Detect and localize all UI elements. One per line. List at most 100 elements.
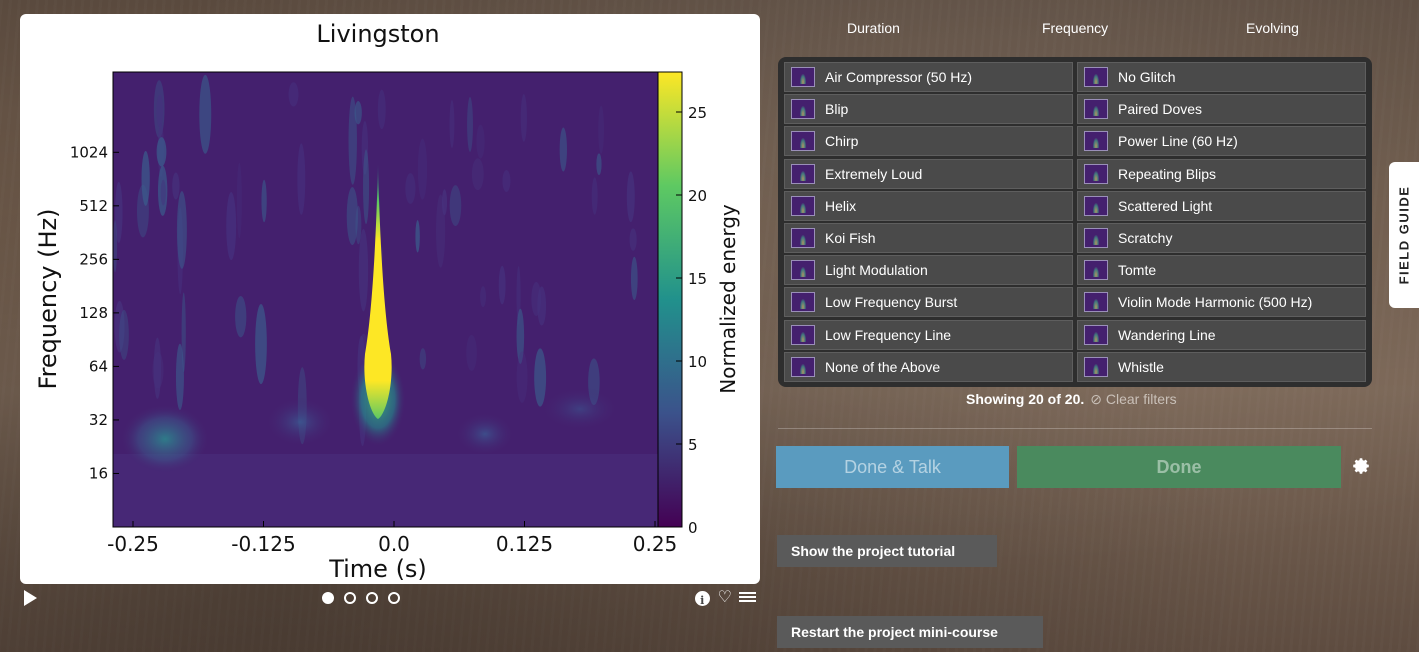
y-tick-label: 128 bbox=[79, 304, 108, 322]
clear-filters-link[interactable]: ⊘ Clear filters bbox=[1090, 391, 1177, 407]
x-tick-label: 0.0 bbox=[378, 532, 410, 556]
filter-duration[interactable]: Duration bbox=[847, 20, 900, 36]
x-tick-label: 0.125 bbox=[496, 532, 553, 556]
filter-evolving[interactable]: Evolving bbox=[1246, 20, 1299, 36]
choice-thumbnail-icon bbox=[791, 292, 815, 313]
choice-scratchy[interactable]: Scratchy bbox=[1077, 222, 1366, 253]
choice-extremely-loud[interactable]: Extremely Loud bbox=[784, 158, 1073, 189]
frame-dot-1[interactable] bbox=[322, 592, 334, 604]
noise-streak bbox=[358, 228, 369, 312]
noise-streak bbox=[226, 192, 237, 261]
choice-thumbnail-icon bbox=[1084, 163, 1108, 184]
show-tutorial-button[interactable]: Show the project tutorial bbox=[777, 535, 997, 567]
noise-streak bbox=[181, 292, 186, 373]
noise-streak bbox=[236, 162, 242, 239]
filter-frequency[interactable]: Frequency bbox=[1042, 20, 1109, 36]
gear-icon[interactable] bbox=[1352, 457, 1370, 475]
noise-streak bbox=[498, 265, 506, 305]
done-and-talk-button[interactable]: Done & Talk bbox=[776, 446, 1009, 488]
noise-streak bbox=[176, 191, 187, 269]
choice-label: Low Frequency Line bbox=[825, 326, 952, 343]
y-tick-label: 512 bbox=[79, 197, 108, 215]
choice-label: No Glitch bbox=[1118, 69, 1176, 85]
frame-dot-3[interactable] bbox=[366, 592, 378, 604]
choice-blip[interactable]: Blip bbox=[784, 94, 1073, 125]
noise-streak bbox=[141, 151, 150, 206]
noise-streak bbox=[531, 281, 542, 317]
choice-label: Helix bbox=[825, 197, 857, 214]
list-icon[interactable] bbox=[739, 592, 756, 608]
choice-thumbnail-icon bbox=[1084, 195, 1108, 216]
choice-air-compressor-50-hz[interactable]: Air Compressor (50 Hz) bbox=[784, 62, 1073, 92]
choice-label: Blip bbox=[825, 101, 849, 118]
colorbar-tick-label: 20 bbox=[688, 187, 707, 205]
restart-minicourse-button[interactable]: Restart the project mini-course bbox=[777, 616, 1043, 648]
y-tick-label: 64 bbox=[89, 357, 108, 375]
subject-controls: i ♡ bbox=[20, 586, 760, 612]
noise-streak bbox=[596, 153, 602, 176]
noise-streak bbox=[467, 96, 473, 152]
spectrogram-chart: Livingston -0.25 -0.125 0.0 0.125 0.25 16 32 6… bbox=[34, 20, 740, 583]
noise-streak bbox=[255, 303, 267, 385]
choice-scattered-light[interactable]: Scattered Light bbox=[1077, 190, 1366, 221]
showing-count: Showing 20 of 20. bbox=[966, 391, 1085, 407]
colorbar-label: Normalized energy bbox=[716, 204, 740, 394]
choice-label: Chirp bbox=[825, 133, 859, 150]
noise-streak bbox=[419, 348, 427, 370]
choice-power-line-60-hz[interactable]: Power Line (60 Hz) bbox=[1077, 126, 1366, 157]
choice-label: Light Modulation bbox=[825, 262, 928, 279]
done-button[interactable]: Done bbox=[1017, 446, 1341, 488]
heart-icon[interactable]: ♡ bbox=[717, 589, 732, 606]
choice-low-frequency-burst[interactable]: Low Frequency Burst bbox=[784, 287, 1073, 318]
noise-streak bbox=[235, 295, 247, 338]
colorbar-tick-label: 5 bbox=[688, 436, 698, 454]
noise-streak bbox=[172, 172, 180, 200]
filter-bar: Duration Frequency Evolving bbox=[780, 20, 1370, 44]
choice-thumbnail-icon bbox=[791, 356, 815, 377]
noise-streak bbox=[480, 286, 487, 308]
field-guide-tab[interactable]: FIELD GUIDE bbox=[1389, 162, 1419, 308]
noise-streak bbox=[297, 143, 306, 215]
choice-label: Scratchy bbox=[1118, 229, 1173, 246]
noise-streak bbox=[466, 334, 477, 371]
noise-streak bbox=[363, 149, 370, 225]
choice-none-of-the-above[interactable]: None of the Above bbox=[784, 351, 1073, 382]
chart-title: Livingston bbox=[316, 20, 439, 48]
choice-low-frequency-line[interactable]: Low Frequency Line bbox=[784, 319, 1073, 350]
noise-streak bbox=[598, 105, 605, 154]
choice-paired-doves[interactable]: Paired Doves bbox=[1077, 94, 1366, 125]
frame-dot-2[interactable] bbox=[344, 592, 356, 604]
noise-streak bbox=[471, 158, 484, 191]
noise-streak bbox=[559, 127, 567, 172]
choice-chirp[interactable]: Chirp bbox=[784, 126, 1073, 157]
choice-whistle[interactable]: Whistle bbox=[1077, 351, 1366, 382]
choice-helix[interactable]: Helix bbox=[784, 190, 1073, 221]
choice-light-modulation[interactable]: Light Modulation bbox=[784, 255, 1073, 286]
choice-no-glitch[interactable]: No Glitch bbox=[1077, 62, 1366, 92]
noise-streak bbox=[377, 89, 386, 130]
colorbar-tick-label: 15 bbox=[688, 270, 707, 288]
x-tick-label: -0.125 bbox=[231, 532, 295, 556]
noise-streak bbox=[626, 171, 635, 223]
choice-label: Repeating Blips bbox=[1118, 165, 1217, 182]
choice-label: Paired Doves bbox=[1118, 101, 1203, 118]
choice-thumbnail-icon bbox=[791, 195, 815, 216]
choice-label: Power Line (60 Hz) bbox=[1118, 133, 1238, 150]
colorbar-tick-label: 10 bbox=[688, 353, 707, 371]
frame-dot-4[interactable] bbox=[388, 592, 400, 604]
choice-label: Extremely Loud bbox=[825, 165, 923, 182]
y-tick-label: 16 bbox=[89, 464, 108, 482]
y-tick-label: 32 bbox=[89, 411, 108, 429]
choice-label: Wandering Line bbox=[1118, 326, 1216, 343]
choice-wandering-line[interactable]: Wandering Line bbox=[1077, 319, 1366, 350]
subject-image: Livingston -0.25 -0.125 0.0 0.125 0.25 16 32 6… bbox=[20, 14, 760, 584]
choice-violin-mode-harmonic-500-hz[interactable]: Violin Mode Harmonic (500 Hz) bbox=[1077, 287, 1366, 318]
choice-tomte[interactable]: Tomte bbox=[1077, 255, 1366, 286]
choice-thumbnail-icon bbox=[1084, 356, 1108, 377]
choice-koi-fish[interactable]: Koi Fish bbox=[784, 222, 1073, 253]
play-icon[interactable] bbox=[24, 590, 37, 606]
choice-thumbnail-icon bbox=[791, 227, 815, 248]
info-icon[interactable]: i bbox=[694, 591, 710, 607]
choice-repeating-blips[interactable]: Repeating Blips bbox=[1077, 158, 1366, 189]
field-guide-label: FIELD GUIDE bbox=[1396, 185, 1412, 285]
